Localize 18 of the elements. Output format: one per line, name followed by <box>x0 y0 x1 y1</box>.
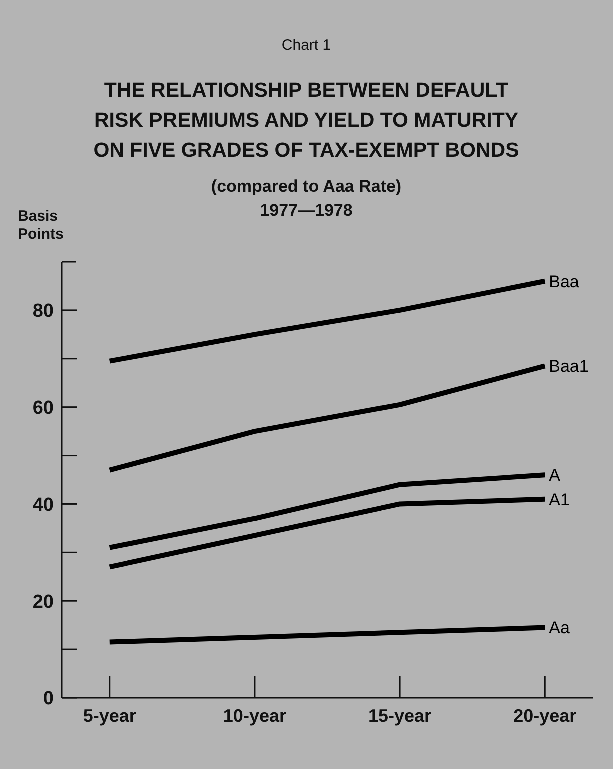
y-axis-title: Basis Points <box>18 208 64 243</box>
y-tick-label: 0 <box>43 688 54 710</box>
x-tick-label: 20-year <box>514 706 577 726</box>
series-label: A <box>549 466 562 486</box>
series-label: Baa <box>549 272 580 292</box>
x-tick-label: 5-year <box>83 706 136 726</box>
chart-subtitle: (compared to Aaa Rate) 1977—1978 <box>211 177 402 220</box>
y-tick-label: 20 <box>32 592 54 613</box>
x-tick-label: 10-year <box>223 706 286 726</box>
series-label: A1 <box>549 490 570 510</box>
y-tick-label: 80 <box>32 301 54 322</box>
x-tick-label: 15-year <box>368 706 432 726</box>
caption: Chart 1 <box>282 37 332 54</box>
series-label: Baa1 <box>549 357 589 376</box>
y-tick-label: 40 <box>32 494 54 516</box>
y-tick-label: 60 <box>32 398 54 419</box>
series-label: Aa <box>549 618 570 638</box>
chart-title: THE RELATIONSHIP BETWEEN DEFAULT RISK PREMIUMS AND YIELD TO MATURITY ON FIVE GRADES OF TAX-EXEMPT BONDS <box>94 79 520 162</box>
